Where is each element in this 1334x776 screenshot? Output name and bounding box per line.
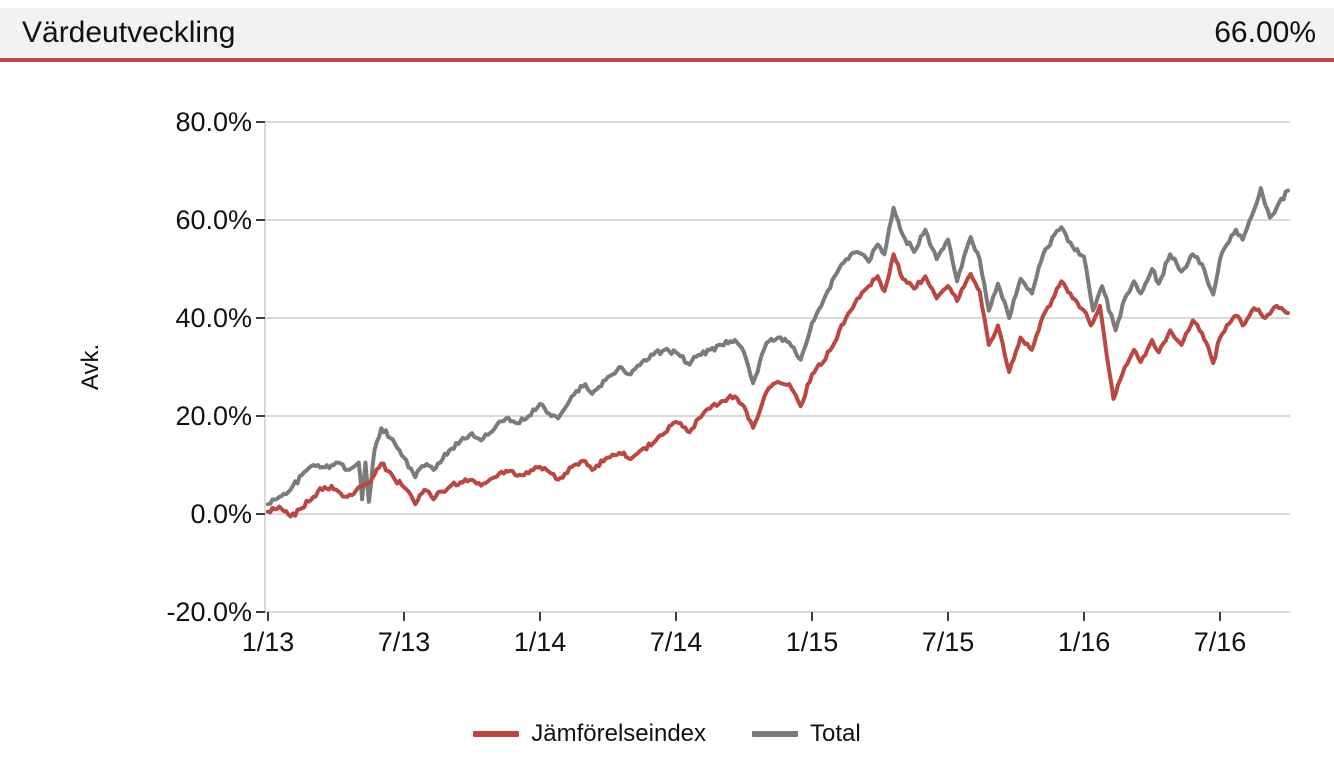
legend-swatch-red xyxy=(473,731,520,737)
xtick-label-1-14: 1/14 xyxy=(514,627,567,657)
xtick-label-7-16: 7/16 xyxy=(1194,627,1247,657)
legend-label: Total xyxy=(810,720,861,747)
ytick-label-neg20: -20.0% xyxy=(166,597,252,627)
section-header: Värdeutveckling 66.00% xyxy=(0,8,1334,62)
ytick-label-0: 0.0% xyxy=(190,499,252,529)
legend-label: Jämförelseindex xyxy=(531,720,707,747)
series-lines xyxy=(266,186,1290,519)
xtick-label-1-13: 1/13 xyxy=(242,627,295,657)
xtick-label-7-13: 7/13 xyxy=(378,627,431,657)
ytick-label-60: 60.0% xyxy=(175,205,252,235)
page-title: Värdeutveckling xyxy=(22,16,236,49)
header-value: 66.00% xyxy=(1214,16,1316,49)
ytick-label-80: 80.0% xyxy=(175,107,252,137)
series-line-total xyxy=(266,186,1290,507)
legend-item-total: Total xyxy=(752,720,861,748)
ytick-label-20: 20.0% xyxy=(175,401,252,431)
legend-item-jamforelseindex: Jämförelseindex xyxy=(473,720,706,748)
xtick-label-1-15: 1/15 xyxy=(786,627,839,657)
legend-swatch-gray xyxy=(752,731,799,737)
y-axis-title: Avk. xyxy=(77,344,104,390)
gridlines xyxy=(264,121,1290,613)
series-line-jämförelseindex xyxy=(266,252,1290,519)
xtick-label-1-16: 1/16 xyxy=(1058,627,1111,657)
xtick-label-7-14: 7/14 xyxy=(650,627,703,657)
axis-ticks xyxy=(256,121,1221,621)
ytick-label-40: 40.0% xyxy=(175,303,252,333)
xtick-label-7-15: 7/15 xyxy=(922,627,975,657)
chart-legend: Jämförelseindex Total xyxy=(0,720,1334,748)
